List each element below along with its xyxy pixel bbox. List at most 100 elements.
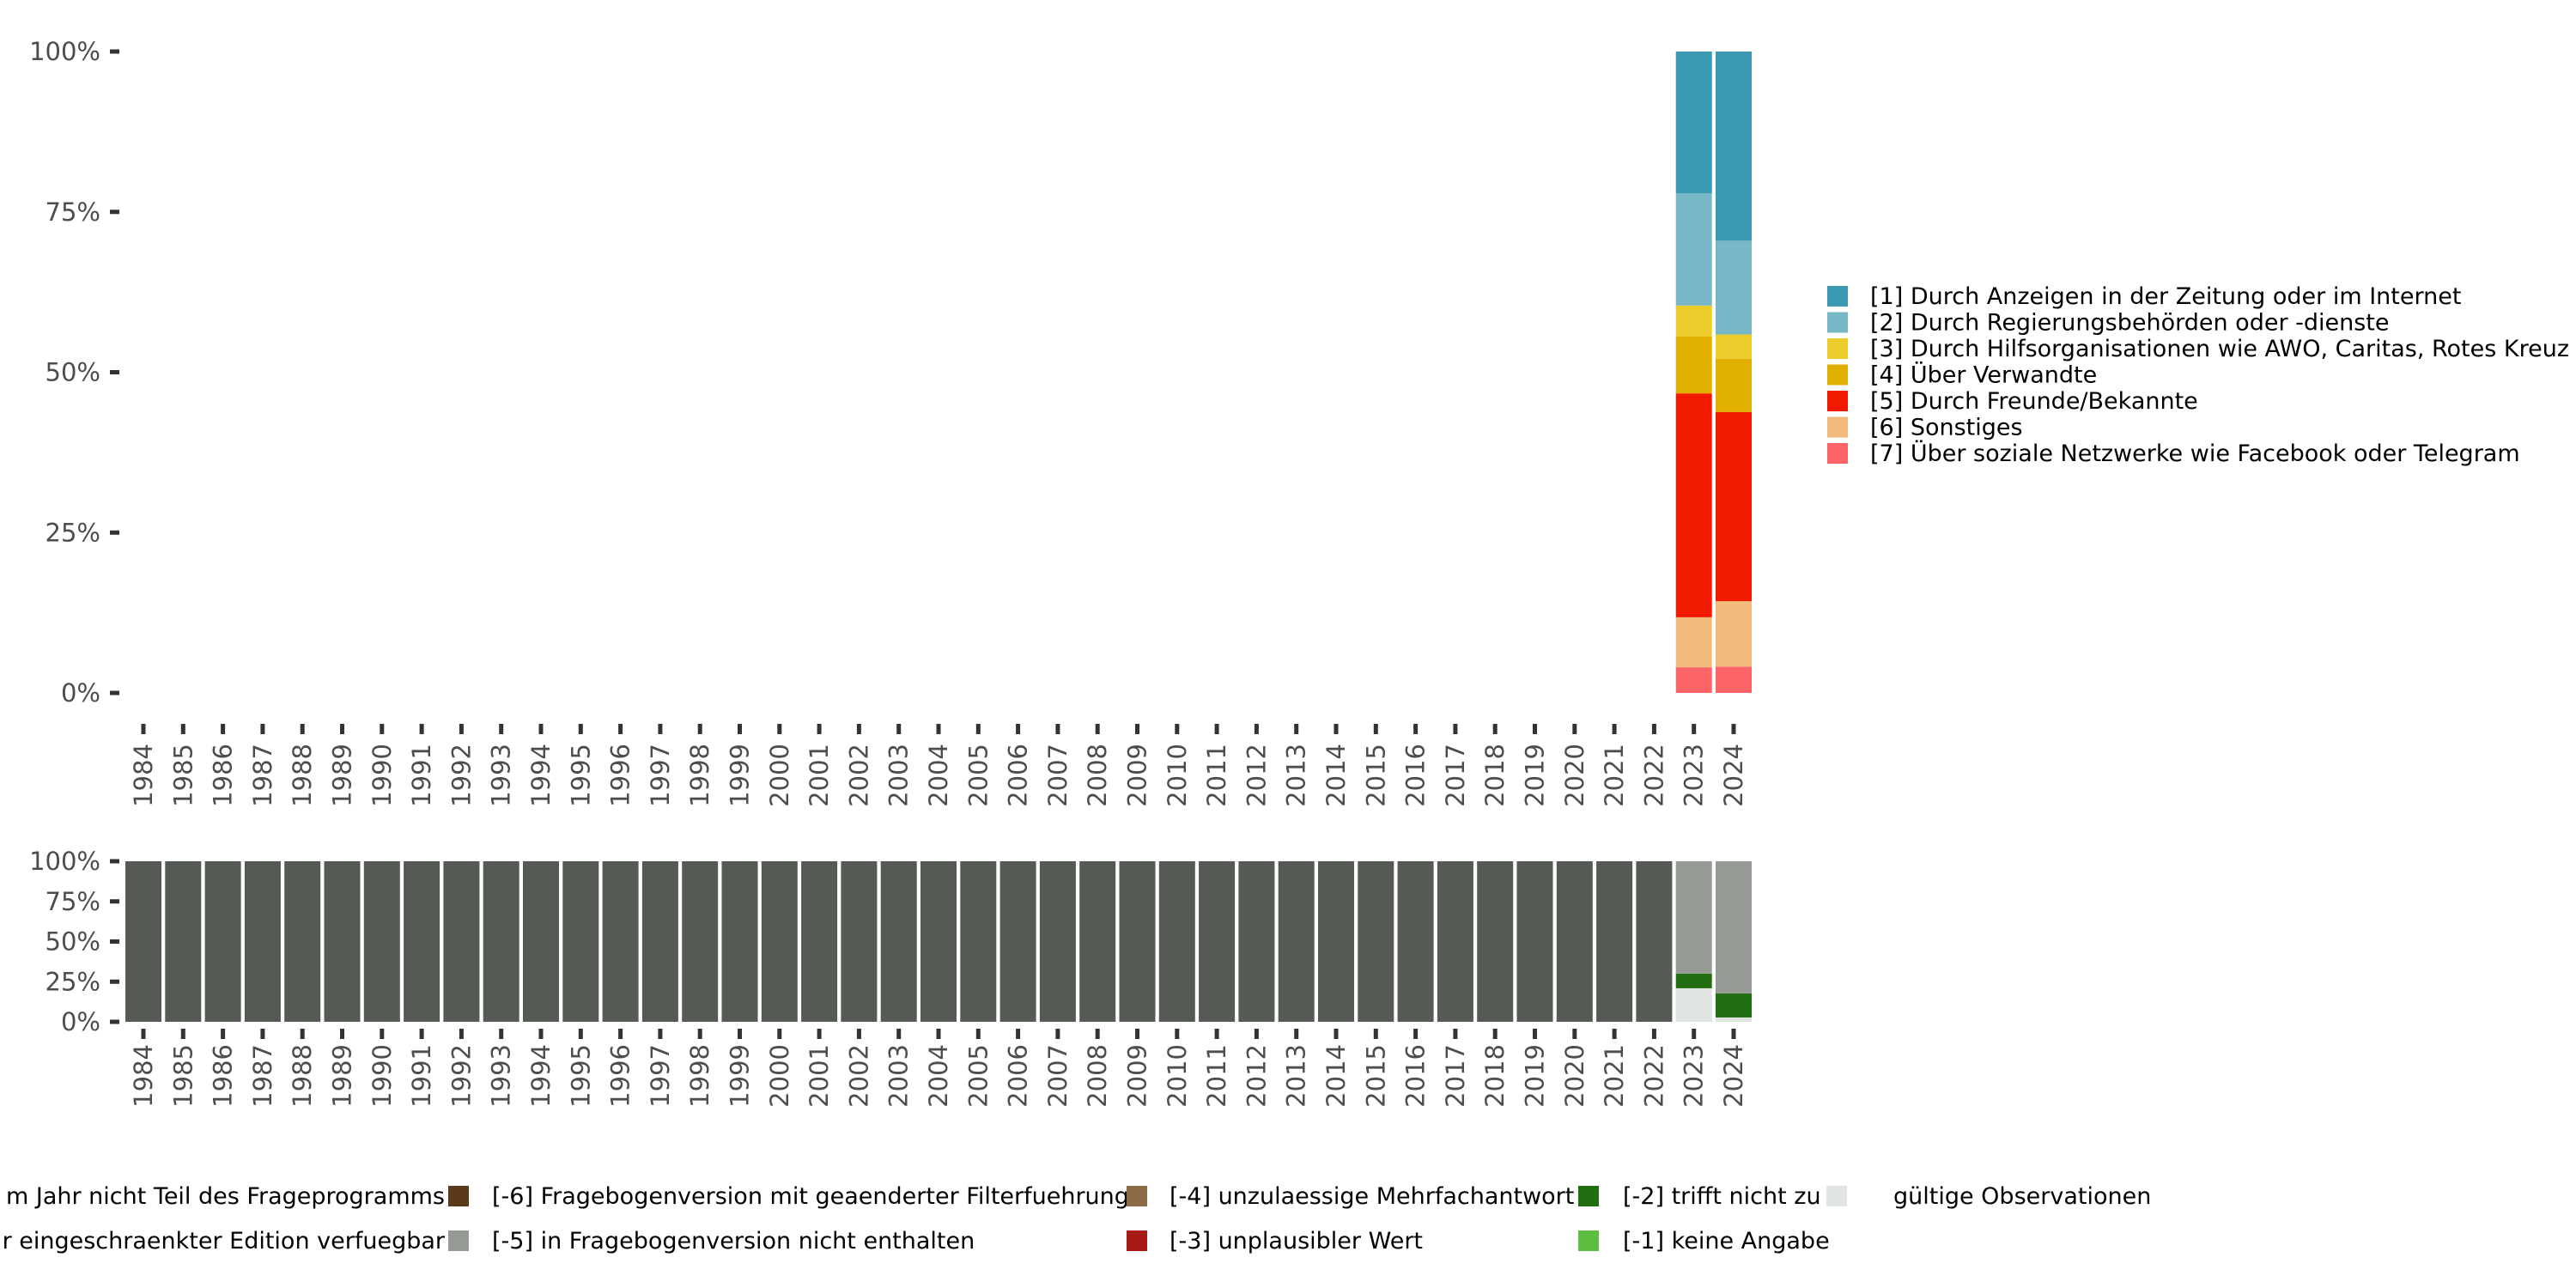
x-tick-label: 2008 (1083, 744, 1112, 807)
bar-segment (1675, 52, 1712, 194)
bar-segment (443, 861, 480, 1022)
bar-segment (1675, 987, 1712, 1022)
y-tick-label: 50% (46, 358, 100, 387)
x-tick-label: 1989 (328, 744, 357, 807)
bar-segment (1716, 358, 1752, 412)
x-tick-label: 2004 (924, 744, 953, 807)
x-tick-label: 1993 (487, 1044, 516, 1108)
main-legend: [1] Durch Anzeigen in der Zeitung oder i… (1827, 283, 2569, 467)
x-tick-label: 1987 (248, 744, 277, 807)
bar-segment (1716, 666, 1752, 693)
legend-label: [6] Sonstiges (1870, 415, 2023, 441)
x-tick-label: 2012 (1242, 1044, 1271, 1108)
bar-segment (1318, 861, 1354, 1022)
x-tick-label: 2018 (1480, 744, 1510, 807)
x-tick-label: 1998 (685, 744, 714, 807)
bar-segment (1716, 334, 1752, 359)
missing-values-chart: 0% 25% 50% 75% 100% 1984 1985 1986 1987 1988 1989… (29, 847, 1752, 1108)
bottom-legend: m Jahr nicht Teil des Frageprogramms r ei… (3, 1183, 2152, 1255)
x-tick-label: 2009 (1123, 744, 1152, 807)
x-tick-label: 2004 (924, 1044, 953, 1108)
bar-segment (1358, 861, 1394, 1022)
legend-label: [-3] unplausibler Wert (1170, 1228, 1423, 1255)
x-tick-label: 1999 (726, 744, 755, 807)
legend-key (1578, 1186, 1599, 1206)
bar-segment (1397, 861, 1434, 1022)
x-tick-label: 2000 (765, 1044, 794, 1108)
x-tick-label: 2020 (1560, 744, 1589, 807)
x-tick-label: 2019 (1521, 1044, 1550, 1108)
x-tick-label: 2003 (884, 1044, 914, 1108)
bar-segment (602, 861, 639, 1022)
legend-key (448, 1186, 469, 1206)
bar-segment (1596, 861, 1633, 1022)
x-tick-label: 1984 (129, 1044, 158, 1108)
legend-key (1827, 416, 1848, 438)
x-tick-label: 2021 (1600, 744, 1629, 807)
x-tick-label: 2007 (1043, 1044, 1072, 1108)
legend-key (448, 1230, 469, 1251)
x-tick-label: 1999 (726, 1044, 755, 1108)
missing-bars (125, 861, 1752, 1022)
legend-label: [-5] in Fragebogenversion nicht enthalte… (492, 1228, 975, 1255)
x-tick-label: 1987 (248, 1044, 277, 1108)
bar-segment (1477, 861, 1514, 1022)
x-tick-label: 1996 (606, 1044, 635, 1108)
y-tick-label: 50% (46, 927, 100, 957)
legend-key (1827, 391, 1848, 411)
x-tick-label: 1986 (209, 1044, 238, 1108)
x-tick-label: 2011 (1202, 744, 1231, 807)
bar-segment (363, 861, 400, 1022)
x-tick-label: 2003 (884, 744, 914, 807)
bar-segment (880, 861, 917, 1022)
x-tick-label: 2001 (805, 1044, 834, 1108)
bar-segment (721, 861, 758, 1022)
y-tick-label: 100% (29, 37, 100, 66)
bar-segment (1716, 861, 1752, 993)
x-tick-label: 2005 (963, 744, 993, 807)
bar-segment (1437, 861, 1473, 1022)
bar-segment (1716, 601, 1752, 667)
x-tick-label: 2014 (1321, 1044, 1351, 1108)
bar-segment (284, 861, 321, 1022)
x-tick-label: 1988 (288, 1044, 317, 1108)
legend-label: [7] Über soziale Netzwerke wie Facebook … (1870, 440, 2520, 467)
legend-key (1827, 364, 1848, 386)
x-tick-label: 2018 (1480, 1044, 1510, 1108)
x-tick-label: 2022 (1639, 744, 1668, 807)
legend-key (1127, 1186, 1147, 1206)
legend-key (1578, 1230, 1599, 1251)
main-x-axis: 1984 1985 1986 1987 1988 1989 1990 1991 1992 1993… (129, 724, 1748, 807)
x-tick-label: 2019 (1521, 744, 1550, 807)
x-tick-label: 2013 (1282, 1044, 1311, 1108)
x-tick-label: 2015 (1361, 744, 1390, 807)
bar-segment (1675, 667, 1712, 693)
legend-label: [5] Durch Freunde/Bekannte (1870, 388, 2198, 415)
y-tick-label: 75% (46, 197, 100, 227)
x-tick-label: 1997 (646, 744, 675, 807)
bar-segment (1199, 861, 1236, 1022)
x-tick-label: 1996 (606, 744, 635, 807)
x-tick-label: 2005 (963, 1044, 993, 1108)
x-tick-label: 1998 (685, 1044, 714, 1108)
x-tick-label: 2024 (1719, 744, 1748, 807)
bar-segment (1039, 861, 1076, 1022)
x-tick-label: 2014 (1321, 744, 1351, 807)
bar-segment (523, 861, 559, 1022)
x-tick-label: 1984 (129, 744, 158, 807)
bar-segment (1238, 861, 1275, 1022)
bar-segment (244, 861, 281, 1022)
bar-segment (920, 861, 957, 1022)
bar-segment (1675, 393, 1712, 617)
x-tick-label: 1985 (168, 1044, 197, 1108)
x-tick-label: 1986 (209, 744, 238, 807)
bar-segment (761, 861, 798, 1022)
legend-label: [3] Durch Hilfsorganisationen wie AWO, C… (1870, 336, 2569, 362)
bar-segment (1636, 861, 1673, 1022)
x-tick-label: 2016 (1401, 744, 1431, 807)
legend-label: [-6] Fragebogenversion mit geaenderter F… (492, 1183, 1129, 1210)
bar-segment (1716, 240, 1752, 335)
legend-label: [2] Durch Regierungsbehörden oder -diens… (1870, 310, 2390, 337)
bar-segment (125, 861, 161, 1022)
